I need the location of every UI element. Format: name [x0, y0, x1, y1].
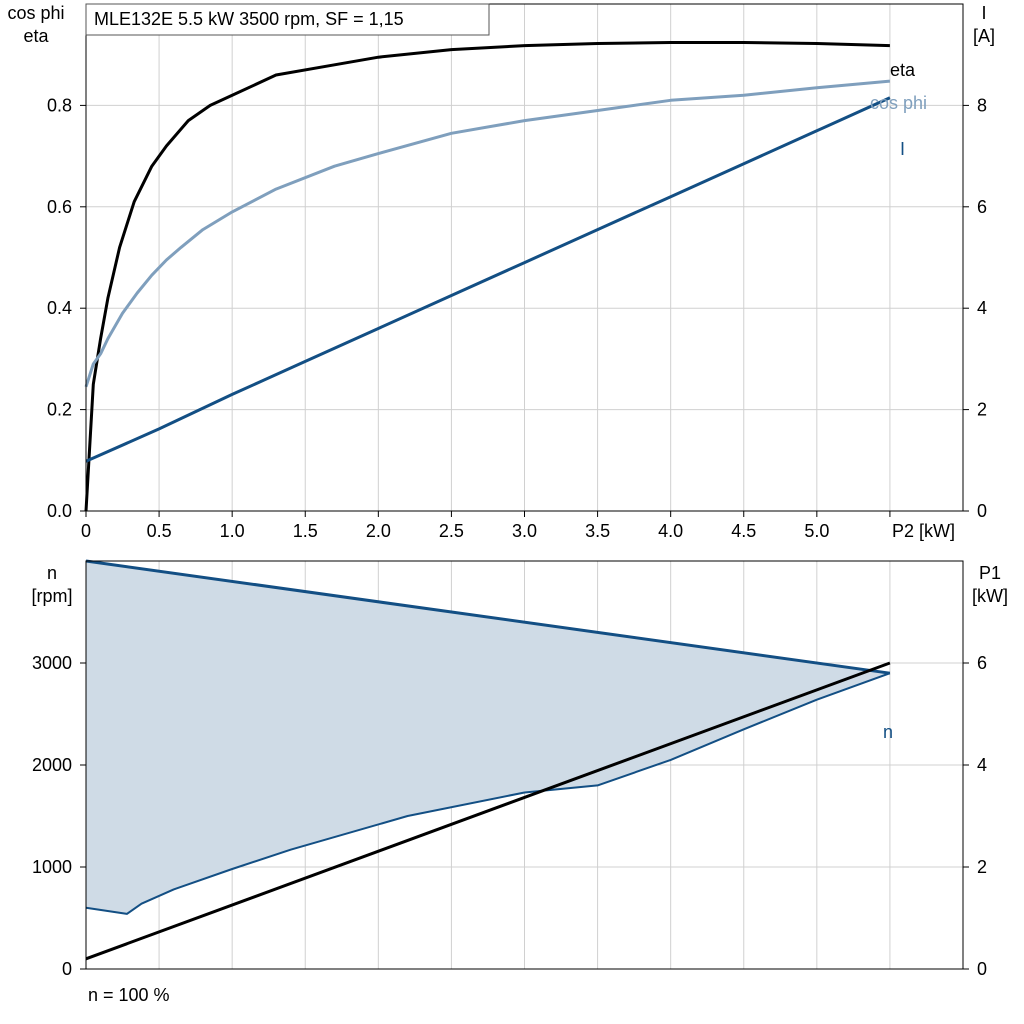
top-right-axis-label-2: [A]: [973, 26, 995, 46]
bottom-left-y-ticks: 0 1000 2000 3000: [32, 653, 86, 979]
top-chart: 0 0.5 1.0 1.5 2.0 2.5 3.0 3.5 4.0 4.5 5.0 0.00.20.…: [7, 3, 995, 541]
series-label-current: I: [900, 139, 905, 159]
eta-curve: [84, 41, 890, 512]
bottom-right-tick-label: 2: [977, 857, 987, 877]
top-series: [84, 41, 891, 512]
top-x-tick-label: 1.5: [293, 521, 318, 541]
cos-phi-curve: [84, 79, 891, 388]
top-left-tick-label: 0.2: [47, 400, 72, 420]
series-label-eta: eta: [890, 60, 916, 80]
top-right-tick-label: 2: [977, 400, 987, 420]
p1-curve: [85, 661, 891, 961]
bottom-right-tick-label: 6: [977, 653, 987, 673]
bottom-left-tick-label: 1000: [32, 857, 72, 877]
top-x-tick-label: 3.0: [512, 521, 537, 541]
bottom-right-tick-label: 0: [977, 959, 987, 979]
top-x-tick-label: 2.0: [366, 521, 391, 541]
top-left-axis-label-1: cos phi: [7, 3, 64, 23]
top-right-y-ticks: 0 2 4 6 8: [963, 95, 987, 521]
bottom-series: [85, 559, 891, 961]
speed-curve: [85, 559, 891, 675]
bottom-left-axis-label-1: n: [47, 563, 57, 583]
chart-title: MLE132E 5.5 kW 3500 rpm, SF = 1,15: [94, 9, 404, 29]
title-box: [85, 3, 490, 36]
top-right-tick-label: 0: [977, 501, 987, 521]
top-x-tick-label: 0: [81, 521, 91, 541]
bottom-right-axis-label-2: [kW]: [972, 586, 1008, 606]
top-right-tick-label: 8: [977, 95, 987, 115]
min-speed-curve: [85, 672, 891, 915]
top-left-axis-label-2: eta: [23, 26, 49, 46]
top-x-tick-label: 3.5: [585, 521, 610, 541]
bottom-right-y-ticks: 0 2 4 6: [963, 653, 987, 979]
top-x-tick-label: 4.0: [658, 521, 683, 541]
top-left-tick-label: 0.0: [47, 501, 72, 521]
top-right-tick-label: 6: [977, 197, 987, 217]
bottom-right-tick-label: 4: [977, 755, 987, 775]
top-x-tick-label: 0.5: [147, 521, 172, 541]
top-x-tick-label: 5.0: [804, 521, 829, 541]
top-x-axis-label: P2 [kW]: [892, 521, 955, 541]
top-left-y-ticks: 0.0 0.2 0.4 0.6 0.8: [47, 95, 86, 521]
top-x-tick-label: 4.5: [731, 521, 756, 541]
top-x-tick-label: 2.5: [439, 521, 464, 541]
top-right-tick-label: 4: [977, 298, 987, 318]
top-x-tick-label: 1.0: [220, 521, 245, 541]
bottom-left-tick-label: 0: [62, 959, 72, 979]
bottom-left-tick-label: 2000: [32, 755, 72, 775]
speed-range-band: [86, 561, 890, 914]
top-x-ticks: 0 0.5 1.0 1.5 2.0 2.5 3.0 3.5 4.0 4.5 5.0: [81, 511, 891, 541]
top-left-tick-label: 0.6: [47, 197, 72, 217]
bottom-right-axis-label-1: P1: [979, 563, 1001, 583]
top-left-tick-label: 0.4: [47, 298, 72, 318]
top-right-axis-label-1: I: [981, 3, 986, 23]
current-curve: [85, 96, 891, 463]
footer-note: n = 100 %: [88, 985, 170, 1005]
bottom-chart: 0 1000 2000 3000 0 2 4 6 n [rpm] P1 [kW] n n =…: [31, 559, 1008, 1005]
top-left-tick-label: 0.8: [47, 95, 72, 115]
series-label-n: n: [883, 722, 893, 742]
bottom-left-tick-label: 3000: [32, 653, 72, 673]
series-label-cos-phi: cos phi: [870, 93, 927, 113]
top-grid: [85, 4, 963, 512]
bottom-left-axis-label-2: [rpm]: [31, 586, 72, 606]
